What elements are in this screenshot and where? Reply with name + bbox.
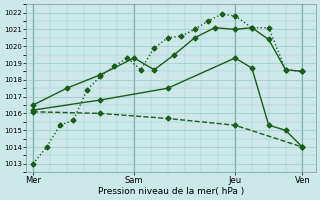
X-axis label: Pression niveau de la mer( hPa ): Pression niveau de la mer( hPa ) — [98, 187, 244, 196]
